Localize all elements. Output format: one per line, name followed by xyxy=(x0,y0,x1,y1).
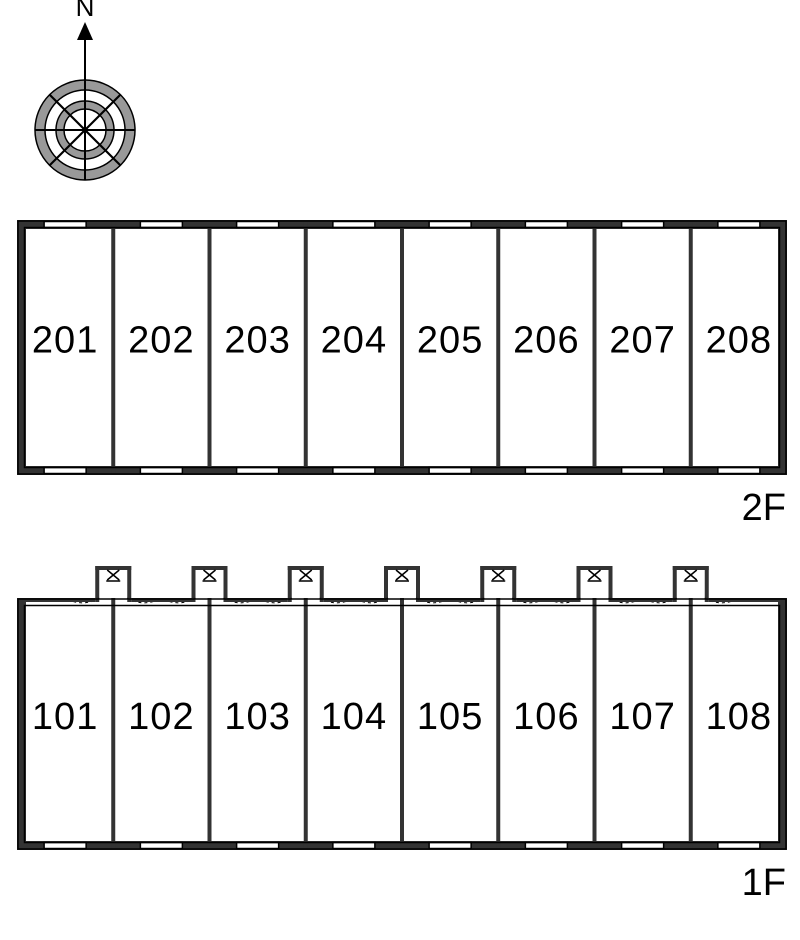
floor-plan-diagram: N2012022032042052062072082F1011021031041… xyxy=(0,0,800,940)
floor-label-f1: 1F xyxy=(742,862,786,904)
unit-label-201: 201 xyxy=(32,319,98,361)
window-bottom xyxy=(237,468,279,474)
window-bottom xyxy=(429,468,471,474)
window-bottom xyxy=(525,843,567,849)
unit-label-205: 205 xyxy=(417,319,483,361)
window-top xyxy=(622,222,664,228)
window-top xyxy=(237,222,279,228)
window-bottom xyxy=(333,843,375,849)
window-bottom xyxy=(237,843,279,849)
window-top xyxy=(429,222,471,228)
window-bottom xyxy=(429,843,471,849)
floor-f2: 201 202 203 204 205 206 207 208 2F xyxy=(17,220,787,529)
floor-label-f2: 2F xyxy=(742,487,786,529)
window-bottom xyxy=(718,468,760,474)
window-top xyxy=(525,222,567,228)
window-bottom xyxy=(44,468,86,474)
unit-label-202: 202 xyxy=(128,319,194,361)
unit-label-104: 104 xyxy=(321,696,387,738)
unit-label-106: 106 xyxy=(513,696,579,738)
unit-label-208: 208 xyxy=(706,319,772,361)
unit-label-105: 105 xyxy=(417,696,483,738)
window-top xyxy=(44,222,86,228)
unit-label-203: 203 xyxy=(224,319,290,361)
window-top xyxy=(333,222,375,228)
compass-label: N xyxy=(76,0,95,22)
unit-label-101: 101 xyxy=(32,696,98,738)
unit-label-207: 207 xyxy=(609,319,675,361)
unit-label-204: 204 xyxy=(321,319,387,361)
unit-label-108: 108 xyxy=(706,696,772,738)
window-top xyxy=(140,222,182,228)
compass: N xyxy=(35,0,135,180)
window-bottom xyxy=(525,468,567,474)
unit-label-107: 107 xyxy=(609,696,675,738)
unit-label-102: 102 xyxy=(128,696,194,738)
window-bottom xyxy=(140,468,182,474)
window-bottom xyxy=(44,843,86,849)
window-bottom xyxy=(622,843,664,849)
compass-arrow xyxy=(77,22,93,40)
unit-label-103: 103 xyxy=(224,696,290,738)
window-top xyxy=(718,222,760,228)
unit-label-206: 206 xyxy=(513,319,579,361)
floor-f1: 101 102 103 104 105 106 107 108 1F xyxy=(17,566,787,904)
window-bottom xyxy=(333,468,375,474)
window-bottom xyxy=(622,468,664,474)
window-bottom xyxy=(718,843,760,849)
window-bottom xyxy=(140,843,182,849)
